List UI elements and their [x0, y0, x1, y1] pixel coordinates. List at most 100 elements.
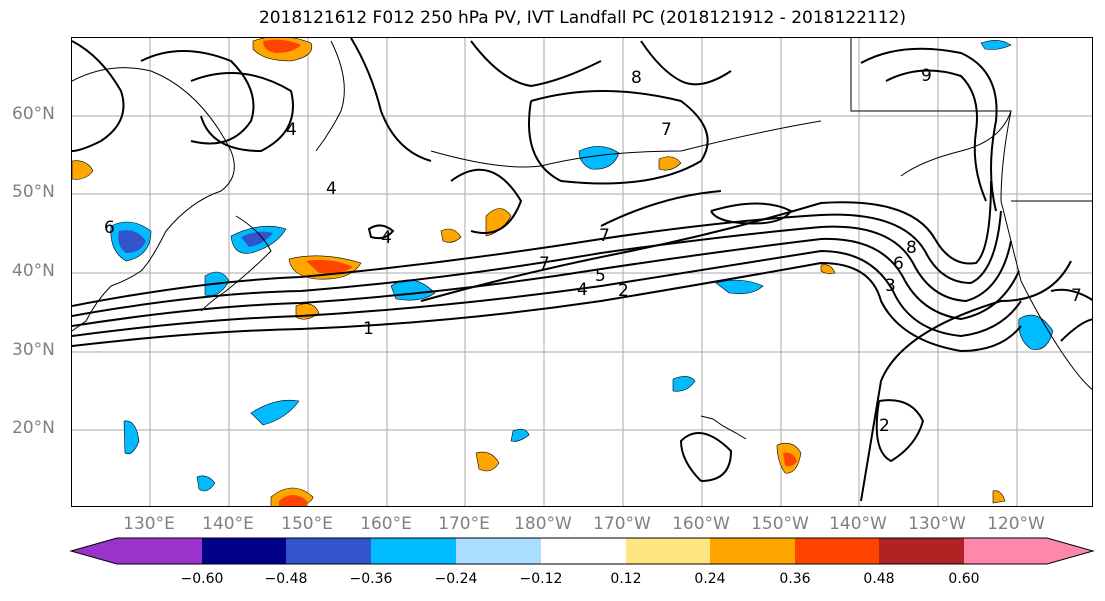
graticule: [72, 38, 1092, 506]
colorbar-segment: [964, 538, 1047, 564]
colorbar-segment: [795, 538, 879, 564]
contour-ridge-inner: [885, 69, 987, 202]
colorbar-tick-label: 0.48: [863, 571, 895, 587]
contour-labels: 1 2 2 3 4 4 4 4 5 6 6 7 7 7 7 8 8 9: [104, 66, 1082, 436]
pv-blob-positive-south-core: [783, 452, 797, 467]
contour-sw-1: [1050, 288, 1092, 301]
colorbar: [69, 537, 1095, 565]
contour-north-2: [470, 40, 602, 88]
colorbar-tick-label: −0.24: [434, 571, 478, 587]
contour-label-7c: 7: [599, 226, 610, 246]
lat-label-20n: 20°N: [12, 418, 55, 438]
pv-blob-negative-mid-4: [672, 376, 696, 392]
lon-label-160w: 160°W: [672, 514, 730, 534]
colorbar-tick-label: 0.12: [610, 571, 642, 587]
contour-label-7a: 7: [661, 120, 672, 140]
pv-blob-positive-small-5: [992, 490, 1006, 504]
colorbar-segments: [71, 538, 1093, 564]
pv-blob-west-negative: [390, 279, 436, 301]
pv-blob-positive-south-1: [475, 451, 500, 472]
contour-sub-1: [875, 399, 925, 463]
colorbar-outline: [69, 537, 1095, 565]
coast-asia: [72, 67, 235, 332]
contour-mid-3: [710, 202, 793, 225]
pv-blob-positive-small-2: [440, 228, 462, 243]
colorbar-segment: [117, 538, 202, 564]
contour-north-1: [350, 38, 432, 162]
colorbar-segment: [626, 538, 710, 564]
pv-blob-negative-gulf: [578, 146, 620, 170]
lon-label-180w: 180°W: [514, 514, 572, 534]
lon-label-140w: 140°W: [829, 514, 887, 534]
contour-ridge: [860, 47, 998, 212]
colorbar-tick-label: 0.36: [779, 571, 811, 587]
colorbar-tick-label: −0.36: [349, 571, 393, 587]
contour-label-6a: 6: [893, 254, 904, 274]
colorbar-segment: [371, 538, 456, 564]
lon-label-170w: 170°W: [593, 514, 651, 534]
coast-kamchatka: [315, 40, 345, 152]
ivt-contours: [72, 38, 1092, 502]
contour-nw-1: [72, 40, 125, 152]
contour-mid-2: [450, 168, 523, 234]
contour-label-7d: 7: [1071, 286, 1082, 306]
pv-blob-negative-mid-2: [250, 399, 300, 426]
coastlines: [72, 38, 1092, 440]
chart-title: 2018121612 F012 250 hPa PV, IVT Landfall…: [258, 8, 906, 28]
lon-label-150e: 150°E: [281, 514, 333, 534]
contour-label-4c: 4: [326, 179, 337, 199]
colorbar-tick-label: 0.24: [694, 571, 726, 587]
pv-blob-positive-small-3: [485, 208, 512, 237]
coast-japan: [200, 215, 272, 312]
contour-low-2: [190, 72, 294, 153]
contour-jet-6: [420, 180, 992, 302]
contour-label-5: 5: [595, 266, 606, 286]
contour-north-3: [640, 40, 732, 86]
contour-label-3: 3: [885, 276, 896, 296]
colorbar-segment: [710, 538, 795, 564]
contour-label-2a: 2: [618, 281, 629, 301]
contour-jet-2: [72, 249, 1022, 338]
coast-namerica: [1000, 110, 1092, 390]
pv-blob-positive-west-edge: [72, 160, 94, 180]
contour-label-4b: 4: [381, 228, 392, 248]
pv-blob-negative-mid-1: [715, 279, 764, 294]
contour-sw-2: [1060, 318, 1092, 342]
contour-label-6b: 6: [104, 218, 115, 238]
lon-label-140e: 140°E: [202, 514, 254, 534]
colorbar-segment: [879, 538, 964, 564]
colorbar-tick-label: −0.48: [264, 571, 308, 587]
coast-alaska: [850, 38, 1012, 177]
colorbar-tick-label: 0.60: [948, 571, 980, 587]
contour-jet-3: [72, 237, 1020, 327]
colorbar-extend-high: [1047, 538, 1093, 564]
colorbar-tick-label: −0.60: [180, 571, 224, 587]
pv-anomaly-fill: [72, 38, 1054, 506]
pv-blob-kamchatka-core: [263, 39, 301, 53]
pv-blob-negative-mid-3: [123, 420, 140, 455]
pv-blob-japan-core: [241, 231, 273, 247]
contour-label-7b: 7: [539, 254, 550, 274]
lon-label-120w: 120°W: [987, 514, 1045, 534]
contour-label-8a: 8: [906, 238, 917, 258]
pv-blob-negative-small-2: [980, 40, 1012, 50]
lat-label-60n: 60°N: [12, 104, 55, 124]
lon-label-150w: 150°W: [751, 514, 809, 534]
lon-label-130e: 130°E: [123, 514, 175, 534]
pv-blob-negative-mid-5: [510, 428, 530, 442]
pv-blob-negative-small-1: [196, 475, 216, 492]
contour-low-1: [140, 50, 255, 145]
coast-hawaii: [700, 415, 747, 440]
colorbar-segment: [202, 538, 286, 564]
contour-label-8b: 8: [631, 68, 642, 88]
contour-south-2: [679, 432, 733, 482]
lon-label-130w: 130°W: [908, 514, 966, 534]
pv-blob-positive-aleutian: [658, 156, 682, 171]
contour-label-9: 9: [921, 66, 932, 86]
contour-small-ring: [367, 224, 395, 240]
colorbar-segment: [456, 538, 541, 564]
contour-mid-1: [528, 90, 709, 185]
coast-aleutians: [430, 120, 822, 168]
contour-label-4d: 4: [286, 120, 297, 140]
lat-label-30n: 30°N: [12, 340, 55, 360]
